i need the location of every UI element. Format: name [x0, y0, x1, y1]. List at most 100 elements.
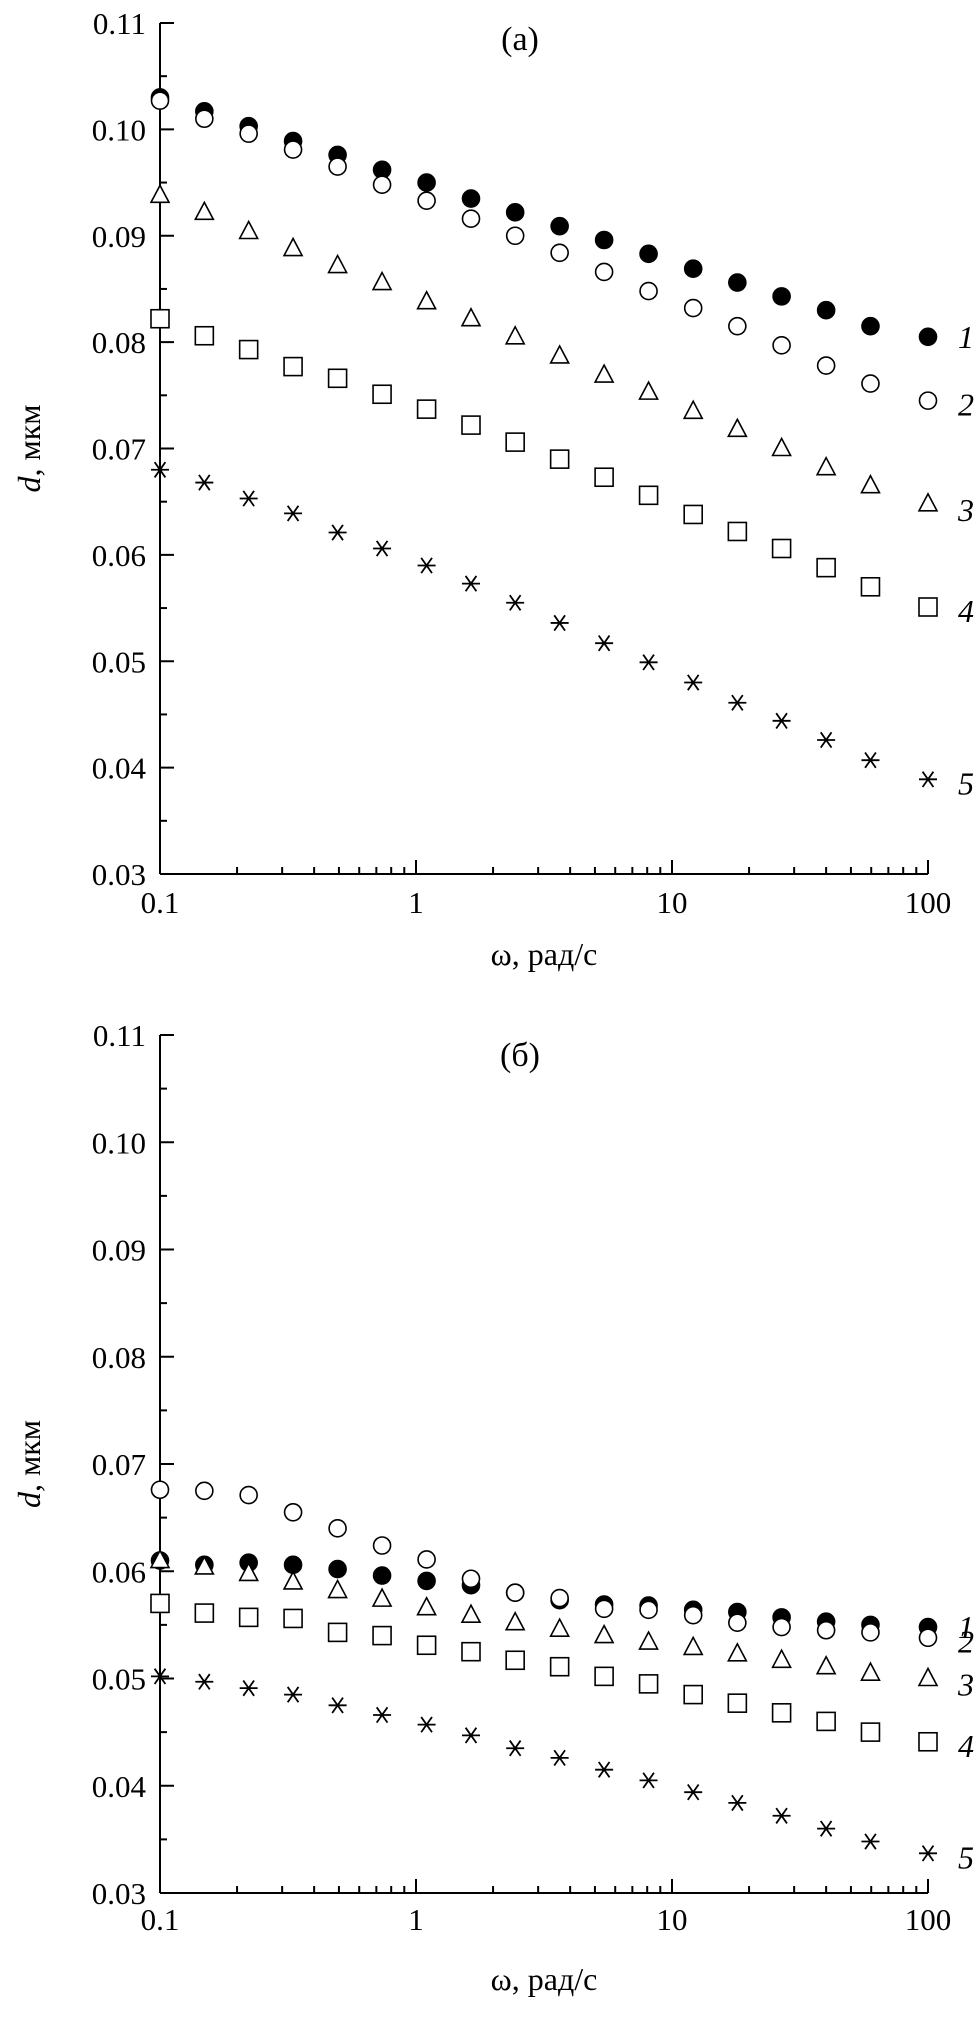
data-point	[918, 391, 938, 410]
series-label: 2	[958, 387, 974, 423]
data-point	[238, 1607, 259, 1628]
data-point	[772, 336, 791, 355]
series-4: 4	[150, 308, 974, 629]
panel-label: (б)	[500, 1037, 540, 1074]
data-point	[328, 524, 347, 541]
data-point	[549, 1617, 570, 1637]
data-point	[816, 1711, 836, 1732]
x-axis-label: ω, рад/с	[491, 936, 598, 972]
y-tick-label: 0.08	[92, 1340, 146, 1375]
series-label: 3	[957, 1667, 974, 1703]
data-point	[151, 1668, 169, 1685]
panel-b: 0.030.040.050.060.070.080.090.100.110.1 1…	[11, 1018, 974, 1997]
data-point	[238, 1561, 259, 1582]
data-point	[817, 1820, 836, 1837]
y-tick-label: 0.04	[92, 751, 147, 786]
data-point	[595, 634, 614, 652]
data-point	[417, 1571, 436, 1591]
data-point	[917, 492, 939, 512]
data-point	[417, 1716, 436, 1733]
data-point	[550, 614, 569, 632]
data-point	[683, 1605, 703, 1625]
data-point	[506, 1740, 525, 1757]
data-point	[283, 140, 303, 159]
data-point	[371, 1587, 393, 1607]
data-point	[194, 200, 215, 221]
data-point	[328, 1559, 347, 1579]
data-point	[860, 1661, 881, 1681]
data-point	[639, 281, 658, 301]
data-point	[149, 183, 171, 204]
data-point	[328, 157, 347, 176]
data-point	[373, 1706, 392, 1724]
data-point	[283, 1502, 303, 1522]
series-label: 4	[958, 1728, 974, 1764]
data-point	[372, 1566, 392, 1585]
data-point	[149, 1548, 171, 1569]
data-point	[815, 1654, 837, 1675]
data-point	[727, 1693, 748, 1713]
data-point	[919, 1845, 937, 1862]
data-point	[372, 175, 392, 194]
data-point	[683, 298, 703, 318]
x-tick-label: 10	[657, 885, 688, 920]
y-tick-label: 0.05	[92, 1662, 146, 1697]
data-point	[416, 399, 437, 419]
data-point	[772, 712, 791, 729]
data-point	[505, 226, 525, 246]
data-point	[327, 253, 348, 274]
x-tick-label: 100	[905, 1902, 952, 1937]
y-axis-label: d, мкм	[11, 404, 47, 492]
y-tick-label: 0.03	[92, 1876, 146, 1911]
data-point	[506, 594, 525, 611]
data-point	[150, 1593, 170, 1614]
data-point	[594, 467, 614, 488]
y-tick-label: 0.07	[92, 432, 146, 467]
data-point	[772, 1617, 791, 1637]
data-point	[194, 1555, 215, 1575]
series-1: 1	[150, 88, 974, 355]
series-5: 5	[151, 461, 974, 801]
data-point	[639, 654, 658, 671]
data-point	[239, 490, 258, 507]
data-point	[550, 1749, 569, 1767]
data-point	[815, 455, 837, 476]
data-point	[639, 1600, 658, 1620]
x-axis-label: ω, рад/с	[491, 1961, 598, 1997]
data-point	[639, 1772, 658, 1789]
data-point	[460, 1603, 482, 1624]
data-point	[918, 597, 938, 617]
data-point	[772, 287, 791, 306]
data-point	[550, 216, 569, 236]
data-point	[239, 1679, 258, 1697]
data-point	[460, 307, 482, 327]
data-point	[327, 1578, 348, 1599]
data-point	[771, 538, 792, 559]
data-point	[416, 289, 437, 310]
panel-label: (а)	[501, 21, 539, 58]
data-point	[771, 1648, 792, 1669]
data-point	[861, 316, 880, 336]
data-point	[505, 432, 525, 452]
data-point	[683, 504, 703, 525]
data-point	[772, 1807, 791, 1824]
data-point	[918, 1731, 938, 1752]
series-2: 2	[150, 1480, 974, 1660]
series-3: 3	[149, 183, 974, 528]
data-point	[372, 1625, 392, 1646]
series-label: 3	[957, 492, 974, 528]
data-point	[728, 316, 747, 336]
data-point	[683, 1684, 703, 1705]
data-point	[151, 461, 169, 478]
data-point	[238, 339, 259, 360]
data-point	[327, 1622, 348, 1643]
data-point	[372, 384, 392, 405]
data-point	[150, 308, 170, 329]
data-point	[461, 1641, 481, 1662]
data-point	[860, 576, 881, 597]
data-point	[728, 273, 747, 292]
y-tick-label: 0.11	[93, 6, 146, 41]
series-label: 5	[958, 765, 974, 801]
data-point	[550, 1588, 569, 1608]
data-point	[727, 521, 748, 542]
